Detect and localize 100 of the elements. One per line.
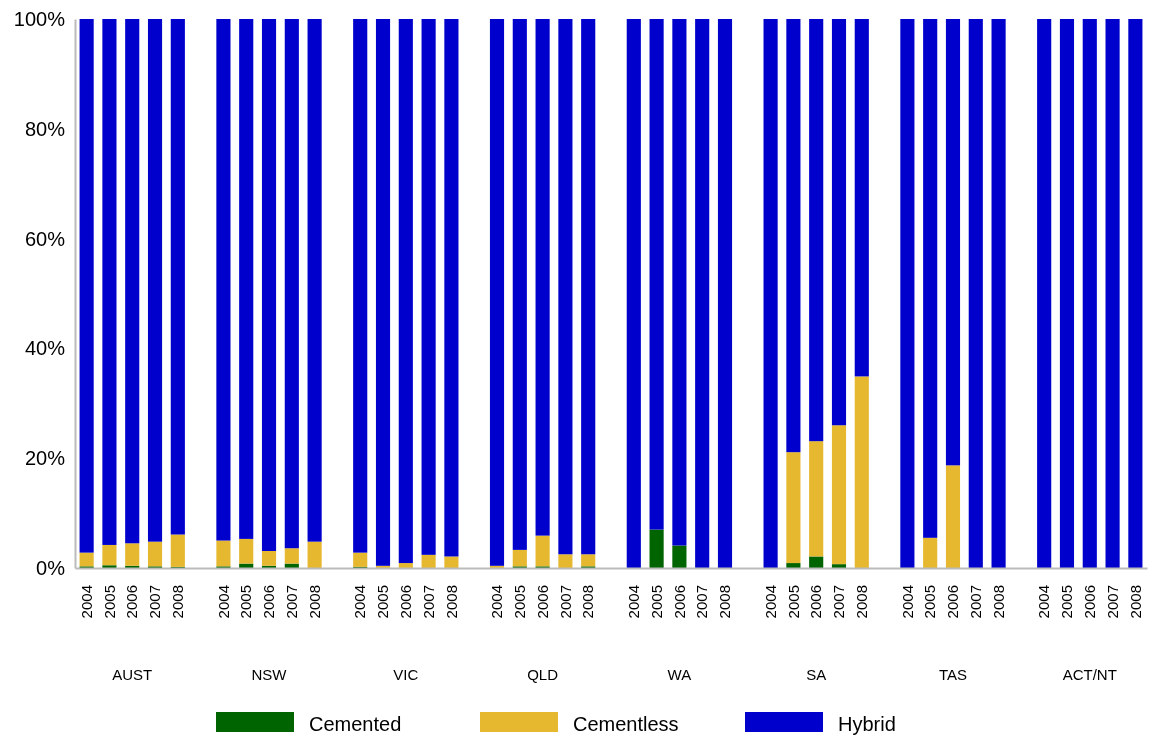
bar xyxy=(261,565,277,568)
x-tick-label: 2007 xyxy=(967,585,985,619)
bar xyxy=(900,19,915,568)
text: QLD xyxy=(527,666,559,683)
x-tick-label: 2008 xyxy=(579,585,597,619)
bar xyxy=(809,441,824,557)
x-tick-label: 2006 xyxy=(807,585,825,619)
bar xyxy=(284,548,299,564)
bar xyxy=(581,19,596,555)
x-tick-label: 2006 xyxy=(533,585,551,619)
bar xyxy=(444,556,459,568)
bar xyxy=(512,549,527,567)
x-tick-label: 2006 xyxy=(670,585,688,619)
bar xyxy=(147,19,163,542)
x-tick-label: 2007 xyxy=(419,585,437,619)
x-tick-label: 2006 xyxy=(1081,585,1099,619)
y-tick-label: 0% xyxy=(36,556,66,579)
y-tick-label: 60% xyxy=(24,227,66,250)
bar xyxy=(170,534,185,567)
bar xyxy=(786,19,801,453)
bar xyxy=(125,19,140,544)
bar xyxy=(945,465,961,568)
x-tick-label: 2004 xyxy=(488,585,506,619)
x-tick-label: 2004 xyxy=(214,585,232,619)
bar xyxy=(102,565,117,568)
x-tick-label: 2005 xyxy=(237,585,255,619)
x-tick-label: 2006 xyxy=(123,585,141,619)
text: SA xyxy=(806,666,827,683)
bar xyxy=(261,19,277,551)
bar xyxy=(945,19,961,466)
bar xyxy=(854,376,869,568)
bar xyxy=(558,554,573,568)
y-tick-label: 20% xyxy=(24,447,66,470)
bar xyxy=(284,563,299,568)
x-tick-label: 2004 xyxy=(625,585,643,619)
x-tick-label: 2005 xyxy=(647,585,665,619)
legend-label: Cementless xyxy=(573,713,679,735)
bar xyxy=(353,552,368,567)
bar xyxy=(1128,19,1143,568)
x-tick-label: 2007 xyxy=(146,585,164,619)
x-tick-label: 2005 xyxy=(374,585,392,619)
bar xyxy=(581,554,596,567)
bar xyxy=(626,19,641,568)
bar xyxy=(1059,19,1075,568)
x-tick-label: 2004 xyxy=(1035,585,1053,619)
bar xyxy=(1082,19,1097,568)
legend-label: Cemented xyxy=(309,713,402,735)
bar xyxy=(512,19,527,550)
x-tick-label: 2007 xyxy=(283,585,301,619)
bar xyxy=(216,540,231,567)
x-tick-label: 2007 xyxy=(1103,585,1121,619)
bar xyxy=(216,19,231,541)
y-tick-label: 40% xyxy=(24,337,66,360)
bar xyxy=(307,541,322,568)
bar xyxy=(444,19,459,557)
bar xyxy=(307,19,322,542)
x-tick-label: 2007 xyxy=(556,585,574,619)
text: ACT/NT xyxy=(1062,666,1117,683)
bar xyxy=(79,552,94,567)
x-tick-label: 2004 xyxy=(761,585,779,619)
bar xyxy=(809,556,824,568)
x-tick-label: 2008 xyxy=(169,585,187,619)
x-tick-label: 2005 xyxy=(921,585,939,619)
bar xyxy=(147,541,163,567)
bar xyxy=(398,19,413,564)
x-tick-label: 2006 xyxy=(260,585,278,619)
bar xyxy=(489,19,505,566)
y-tick-label: 80% xyxy=(24,117,66,140)
x-tick-label: 2008 xyxy=(989,585,1007,619)
text: TAS xyxy=(938,666,968,683)
bar xyxy=(421,554,436,568)
x-tick-label: 2006 xyxy=(944,585,962,619)
x-tick-label: 2005 xyxy=(784,585,802,619)
x-tick-label: 2008 xyxy=(305,585,323,619)
bar xyxy=(786,452,801,564)
x-tick-label: 2005 xyxy=(100,585,118,619)
bar xyxy=(649,529,664,568)
bar xyxy=(831,425,847,565)
x-tick-label: 2008 xyxy=(716,585,734,619)
bar xyxy=(809,19,824,442)
bar xyxy=(375,565,391,568)
x-tick-label: 2006 xyxy=(397,585,415,619)
bar xyxy=(672,545,687,568)
x-tick-label: 2008 xyxy=(1126,585,1144,619)
bar xyxy=(923,19,938,538)
bar xyxy=(968,19,983,568)
bar xyxy=(672,19,687,546)
text: WA xyxy=(667,666,692,683)
x-tick-label: 2008 xyxy=(853,585,871,619)
bar xyxy=(375,19,391,566)
y-tick-label: 100% xyxy=(13,7,66,30)
bar xyxy=(421,19,436,555)
bar xyxy=(831,19,847,426)
text: AUST xyxy=(112,666,153,683)
bar xyxy=(558,19,573,555)
bar xyxy=(102,19,117,545)
x-tick-label: 2004 xyxy=(898,585,916,619)
x-tick-label: 2005 xyxy=(511,585,529,619)
x-tick-label: 2004 xyxy=(351,585,369,619)
bar xyxy=(535,535,550,567)
